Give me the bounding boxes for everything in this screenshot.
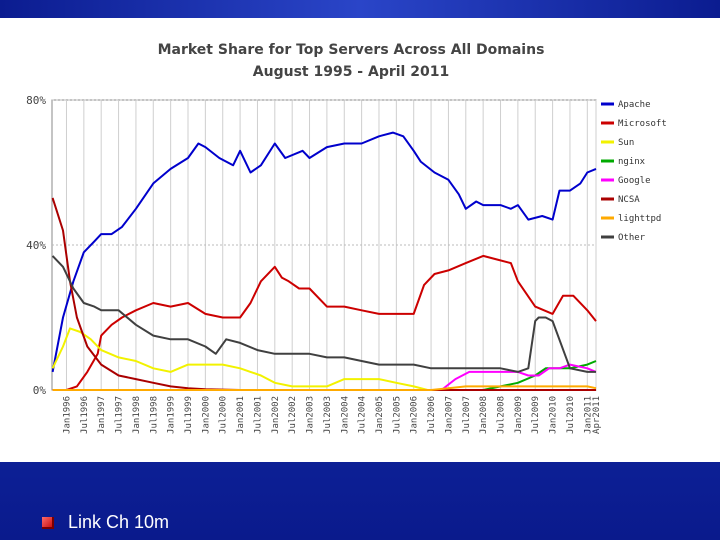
x-tick-label: Jan1996 bbox=[63, 396, 73, 434]
legend: Apache Microsoft Sun nginx Google NCSA lighttp… bbox=[601, 100, 667, 243]
x-tick-label: Jan2002 bbox=[271, 396, 281, 434]
chart-subtitle: August 1995 - April 2011 bbox=[253, 64, 449, 80]
x-tick-label: Jan2007 bbox=[444, 396, 454, 434]
x-tick-label: Jul1996 bbox=[80, 396, 90, 434]
legend-label-lighttpd: lighttpd bbox=[618, 214, 661, 224]
chart-title: Market Share for Top Servers Across All … bbox=[158, 42, 545, 58]
x-tick-label: Jul1998 bbox=[149, 396, 159, 434]
x-tick-label: Jan2011 bbox=[583, 396, 593, 434]
grid-layer bbox=[51, 99, 597, 391]
x-tick-label: Jan1999 bbox=[167, 396, 177, 434]
bullet-icon bbox=[42, 517, 54, 529]
legend-label-apache: Apache bbox=[618, 100, 651, 110]
x-tick-label: Jul2008 bbox=[497, 396, 507, 434]
x-tick-label: Jan2010 bbox=[549, 396, 559, 434]
x-tick-label: Jan2006 bbox=[410, 396, 420, 434]
x-tick-label: Jan1997 bbox=[97, 396, 107, 434]
x-tick-label: Jan2009 bbox=[514, 396, 524, 434]
series-line-apache bbox=[51, 131, 597, 373]
legend-label-sun: Sun bbox=[618, 138, 634, 148]
x-tick-label: Jul2006 bbox=[427, 396, 437, 434]
legend-label-google: Google bbox=[618, 176, 651, 186]
x-tick-label: Jan2003 bbox=[306, 396, 316, 434]
x-tick-label: Jul2004 bbox=[358, 396, 368, 434]
x-tick-label: Jan2001 bbox=[236, 396, 246, 434]
y-tick-label: 80% bbox=[26, 94, 46, 107]
slide-top-band bbox=[0, 0, 720, 18]
x-tick-label: Jul2002 bbox=[288, 396, 298, 434]
x-tick-label: Jul2010 bbox=[566, 396, 576, 434]
x-tick-label: Jul1999 bbox=[184, 396, 194, 434]
x-tick-label: Jul2001 bbox=[254, 396, 264, 434]
y-tick-label: 0% bbox=[33, 384, 47, 397]
x-tick-label: Jan2004 bbox=[340, 396, 350, 434]
x-tick-label: Jan2000 bbox=[201, 396, 211, 434]
axis-layer: 0% 40% 80% Jan1996 Jul1996 Jan1997 Jul1997 Jan1… bbox=[26, 94, 602, 434]
x-tick-label: Jan1998 bbox=[132, 396, 142, 434]
x-tick-label: Jan2008 bbox=[479, 396, 489, 434]
x-tick-label: Jul2005 bbox=[392, 396, 402, 434]
x-tick-label: Jul2000 bbox=[219, 396, 229, 434]
market-share-chart: Market Share for Top Servers Across All … bbox=[26, 42, 667, 434]
chart-panel: Market Share for Top Servers Across All … bbox=[0, 18, 720, 462]
x-tick-label: Jan2005 bbox=[375, 396, 385, 434]
x-tick-label: Jul2007 bbox=[462, 396, 472, 434]
series-line-other bbox=[51, 255, 596, 373]
x-tick-label: Apr2011 bbox=[592, 396, 602, 434]
x-tick-label: Jul2003 bbox=[323, 396, 333, 434]
legend-label-other: Other bbox=[618, 233, 646, 243]
series-line-microsoft bbox=[52, 254, 597, 391]
legend-label-microsoft: Microsoft bbox=[618, 119, 667, 129]
legend-label-nginx: nginx bbox=[618, 157, 646, 167]
y-tick-label: 40% bbox=[26, 239, 46, 252]
series-line-lighttpd bbox=[52, 385, 597, 391]
legend-label-ncsa: NCSA bbox=[618, 195, 640, 205]
x-tick-label: Jul1997 bbox=[115, 396, 125, 434]
footer-link-text[interactable]: Link Ch 10m bbox=[68, 512, 170, 532]
series-layer bbox=[51, 131, 597, 391]
x-tick-label: Jul2009 bbox=[531, 396, 541, 434]
